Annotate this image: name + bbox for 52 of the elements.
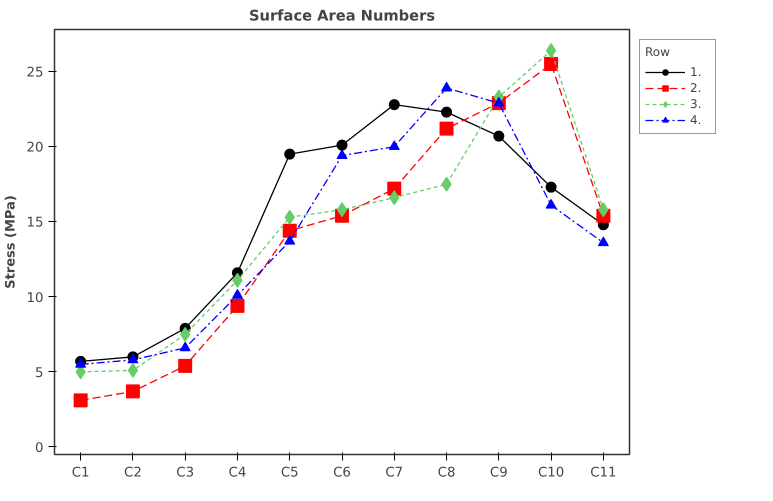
x-tick-label: C9 [490,466,508,480]
x-tick-label: C11 [590,466,617,480]
point [284,148,296,160]
legend-label: 4. [690,112,702,128]
x-tick-label: C8 [438,466,456,480]
x-tick-label: C10 [538,466,564,480]
y-tick-label: 5 [35,366,44,381]
point [284,234,296,245]
point [180,342,191,352]
x-tick-label: C6 [333,466,351,480]
point [441,176,452,192]
legend-label: 1. [690,64,702,80]
legend-label: 2. [690,80,702,96]
legend-title: Row [645,45,671,59]
x-tick-label: C5 [280,466,299,480]
y-tick-label: 20 [26,140,44,156]
x-tick-label: C1 [72,466,90,480]
point [388,140,400,150]
x-tick-label: C3 [176,466,194,480]
point [282,224,297,238]
point [127,354,138,364]
point [598,202,609,218]
point [546,182,557,193]
y-tick-label: 10 [26,290,44,306]
point [388,99,400,110]
y-axis-title: Stress (MPa) [4,195,19,289]
point [336,149,348,160]
point [74,393,88,408]
x-tick-label: C7 [385,466,404,480]
point [178,358,192,373]
point [598,236,609,246]
point [128,362,138,378]
y-tick-label: 25 [26,66,44,81]
point [336,202,348,218]
chart-title: Surface Area Numbers [248,8,436,24]
point [441,106,452,118]
y-tick-label: 0 [35,440,44,456]
x-tick-label: C4 [228,466,246,480]
point [544,57,558,72]
point [232,272,243,288]
point [75,358,86,368]
point [232,289,243,299]
point [230,298,244,313]
point [493,130,504,142]
point [336,140,348,151]
point [546,43,556,58]
x-tick-label: C2 [124,466,142,480]
y-tick-label: 15 [26,216,44,231]
legend-label: 3. [690,96,702,112]
point [546,198,557,209]
point [440,122,454,136]
point [126,384,140,398]
